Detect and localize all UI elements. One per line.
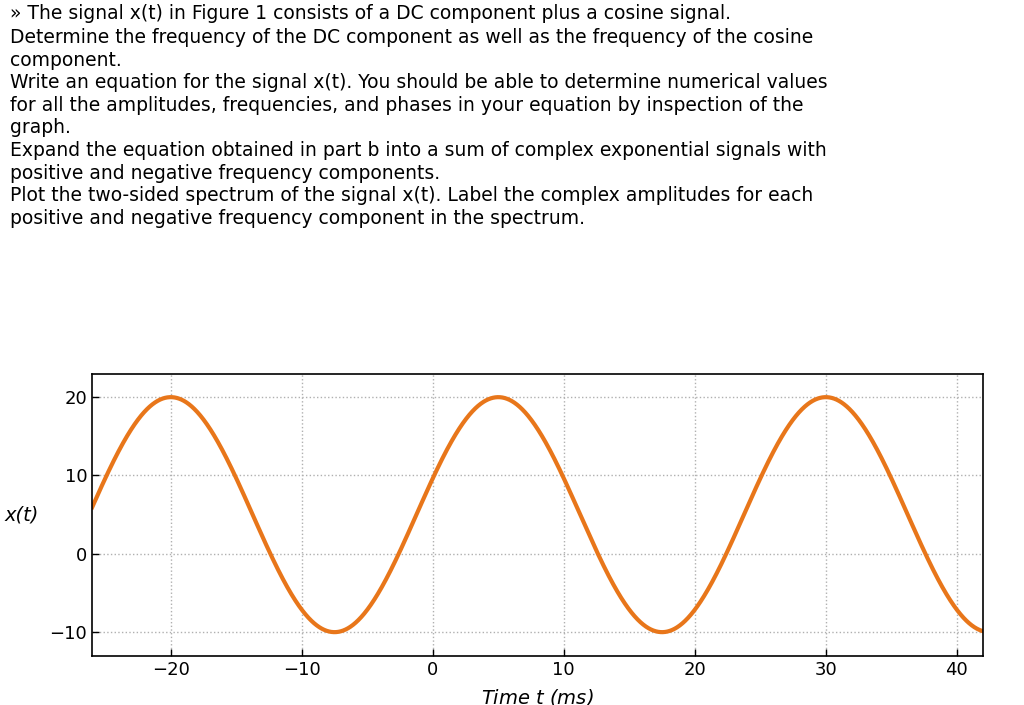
Text: component.: component.: [10, 51, 122, 70]
Y-axis label: x(t): x(t): [4, 505, 39, 524]
Text: graph.: graph.: [10, 118, 71, 137]
Text: » The signal x(t) in Figure 1 consists of a DC component plus a cosine signal.: » The signal x(t) in Figure 1 consists o…: [10, 4, 731, 23]
Text: positive and negative frequency component in the spectrum.: positive and negative frequency componen…: [10, 209, 586, 228]
Text: positive and negative frequency components.: positive and negative frequency componen…: [10, 164, 440, 183]
X-axis label: Time $t$ (ms): Time $t$ (ms): [481, 687, 594, 705]
Text: Write an equation for the signal x(t). You should be able to determine numerical: Write an equation for the signal x(t). Y…: [10, 73, 827, 92]
Text: Expand the equation obtained in part b into a sum of complex exponential signals: Expand the equation obtained in part b i…: [10, 141, 827, 160]
Text: Plot the two-sided spectrum of the signal x(t). Label the complex amplitudes for: Plot the two-sided spectrum of the signa…: [10, 186, 813, 205]
Text: Determine the frequency of the DC component as well as the frequency of the cosi: Determine the frequency of the DC compon…: [10, 28, 813, 47]
Text: for all the amplitudes, frequencies, and phases in your equation by inspection o: for all the amplitudes, frequencies, and…: [10, 96, 804, 115]
